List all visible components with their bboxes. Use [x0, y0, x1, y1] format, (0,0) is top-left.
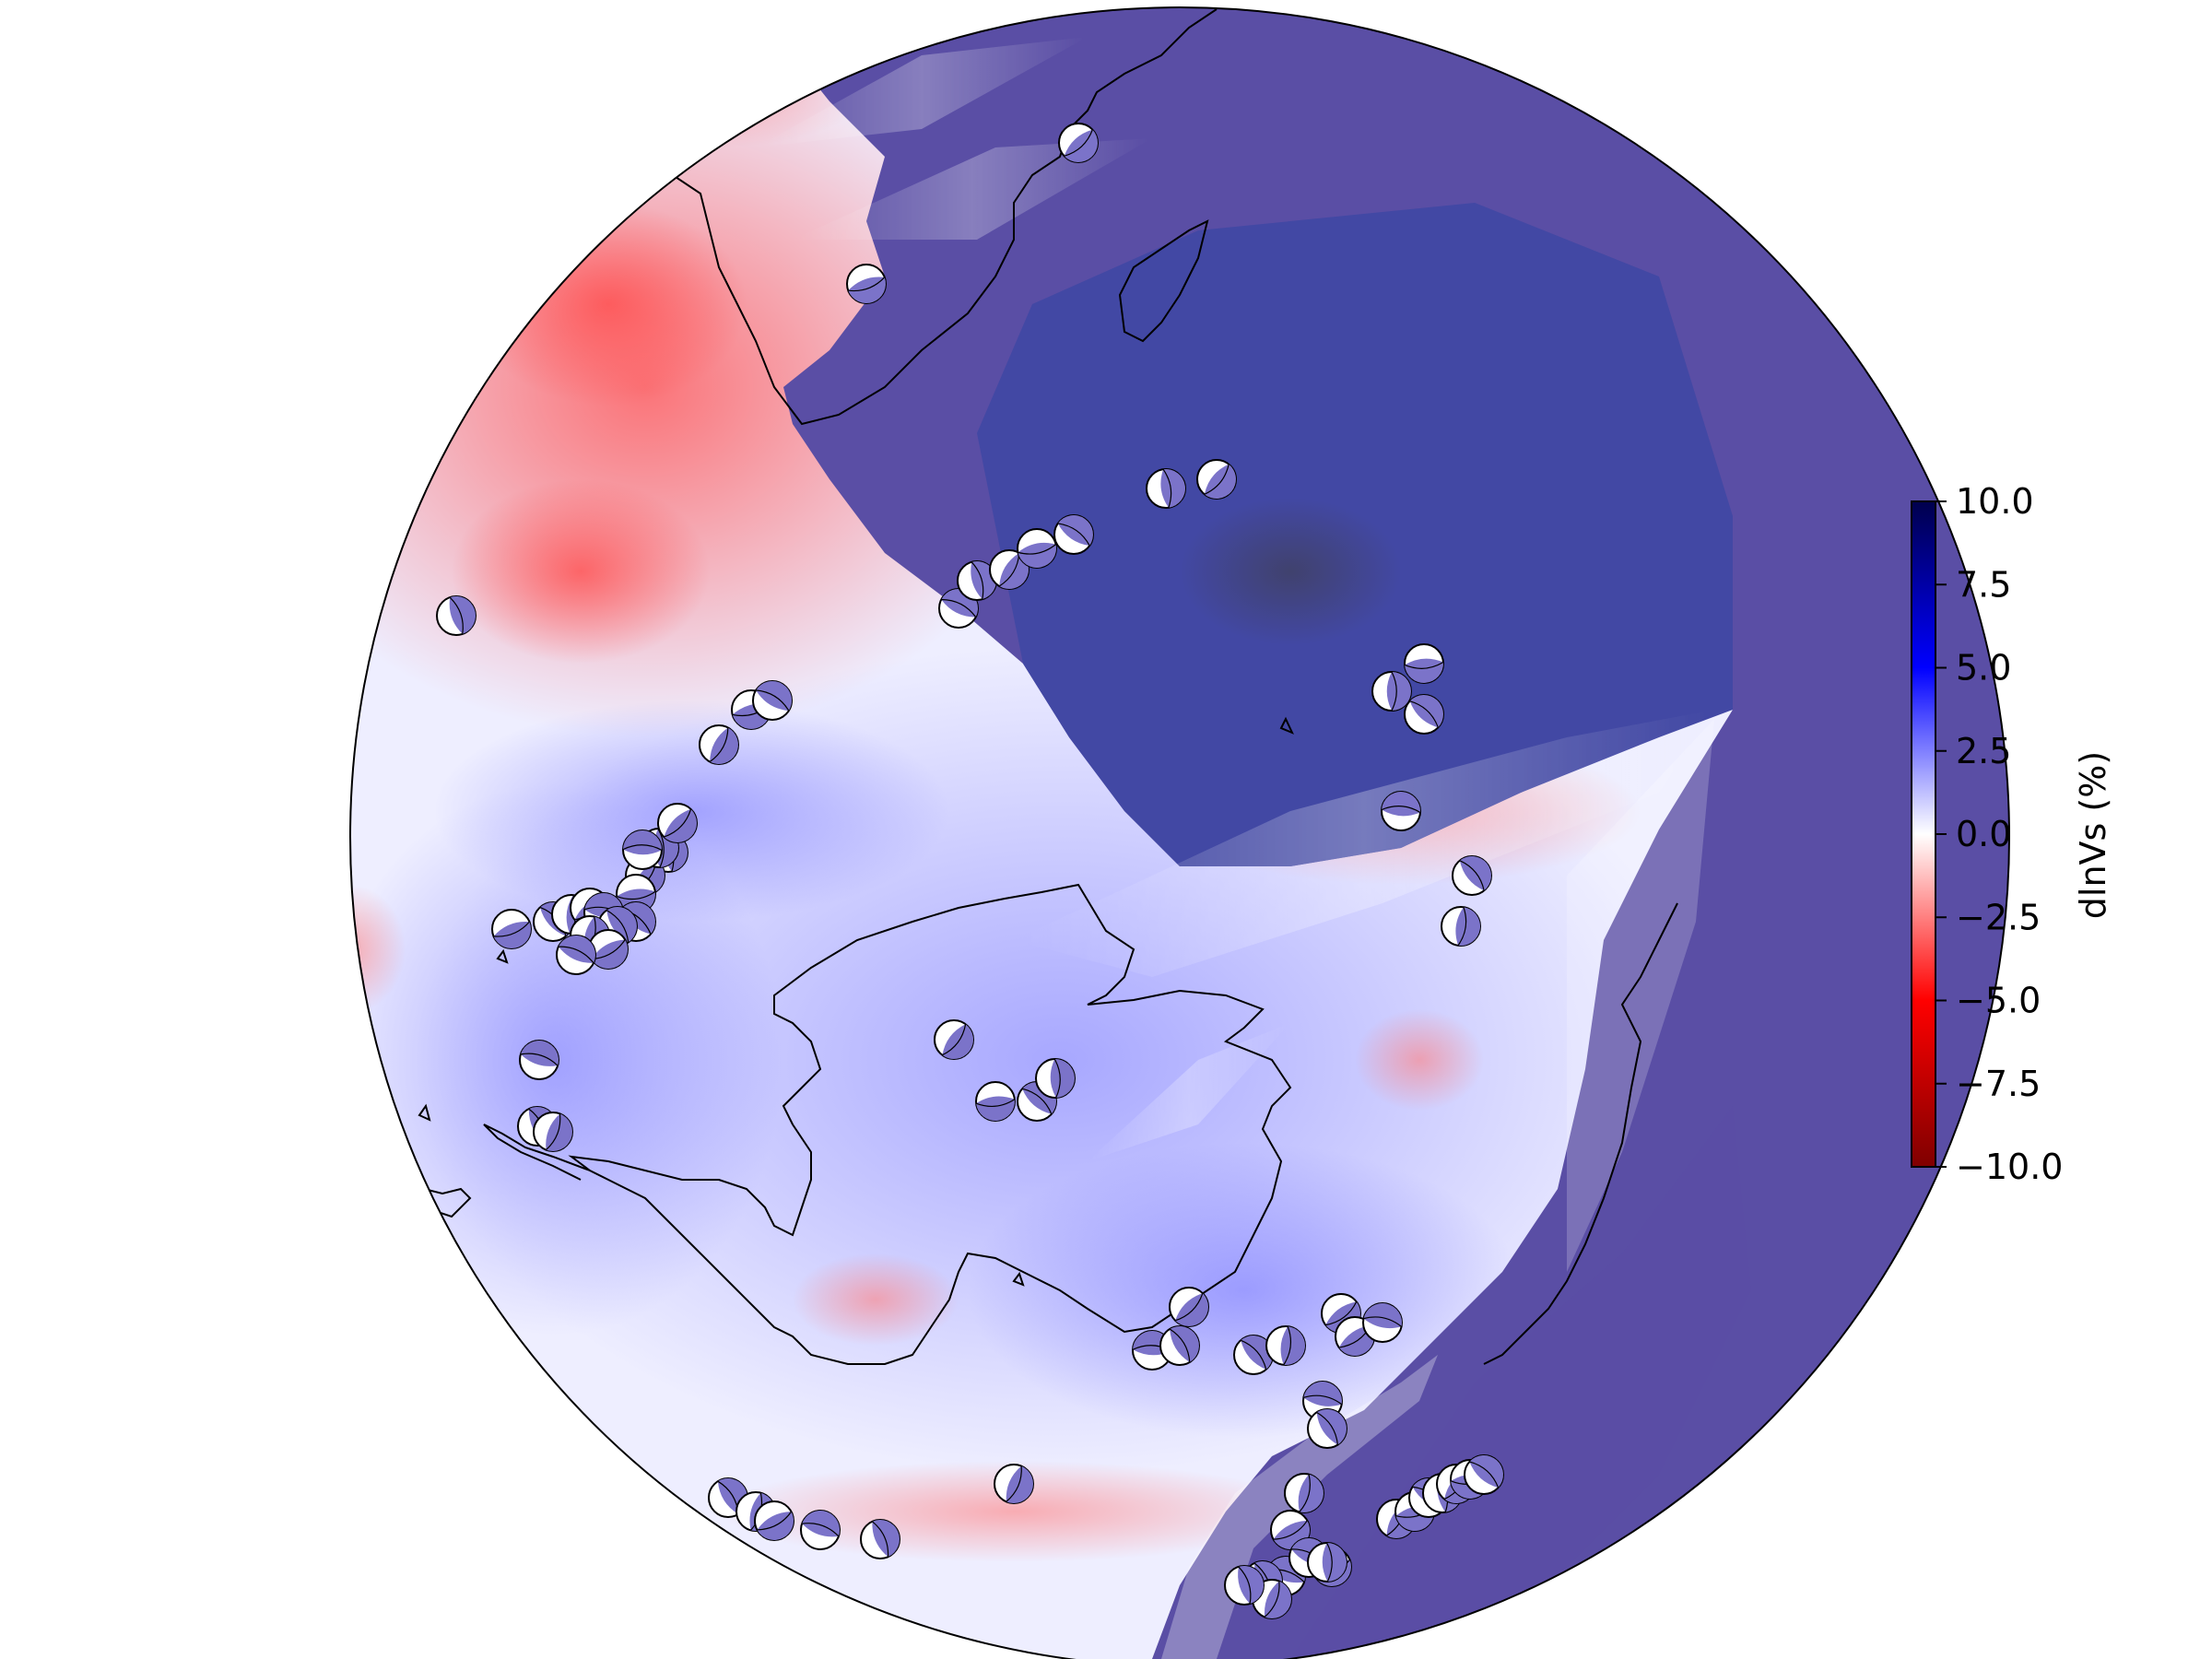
beachball-macquarie-cluster [1464, 1454, 1504, 1495]
colorbar-tick-label: −10.0 [1956, 1147, 2063, 1187]
beachball-scotia-arc [205, 435, 243, 474]
anomaly-red-region [793, 1253, 959, 1346]
beachball-pacific-antarctic-ridge [431, 1445, 472, 1486]
anomaly-red-region [470, 203, 747, 406]
beachball-mid-atlantic-ridge [1371, 671, 1412, 712]
africa-coastline [644, 8, 1218, 426]
colorbar-ticks: 10.0 7.5 5.0 2.5 0.0 −2.5 −5.0 −7.5 −10.0 [1936, 481, 2063, 1187]
beachball-scotia-arc [436, 595, 477, 636]
beachball-south-sandwich-cluster [622, 830, 663, 870]
beachball-scotia-arc [165, 477, 204, 515]
beachball-southwest-indian-ridge [1381, 791, 1421, 831]
beachball-southwest-indian-ridge [1441, 906, 1481, 947]
beachball-mid-atlantic-ridge [1053, 514, 1094, 555]
australia-coastline [1483, 902, 1678, 1365]
beachball-pacific-antarctic-ridge [606, 1482, 647, 1523]
beachball-mid-atlantic-ridge [846, 264, 887, 304]
beachball-scotia-arc [257, 372, 296, 411]
anomaly-red-region [350, 885, 406, 1014]
globe-outline [349, 6, 2010, 1659]
beachball-southeast-indian-ridge [934, 1019, 974, 1060]
beachball-scotia-arc [241, 383, 280, 422]
beachball-south-sandwich-cluster [588, 929, 629, 970]
beachball-mid-atlantic-ridge [1404, 694, 1444, 735]
beachball-south-sandwich-cluster [752, 680, 793, 721]
beachball-pacific-antarctic-ridge [754, 1500, 794, 1541]
beachball-pacific-antarctic-ridge [994, 1464, 1034, 1504]
colorbar: 10.0 7.5 5.0 2.5 0.0 −2.5 −5.0 −7.5 −10.0 dlnVs … [1911, 481, 2113, 1187]
beachball-southeast-indian-ridge [1035, 1058, 1076, 1099]
beachball-mid-atlantic-ridge [989, 549, 1030, 590]
colorbar-tick-label: −2.5 [1956, 897, 2041, 937]
colorbar-tick-label: 0.0 [1956, 814, 2011, 854]
beachball-scotia-arc [290, 338, 329, 377]
beachball-pacific-antarctic-ridge [477, 1500, 518, 1541]
beachball-pacific-antarctic-ridge [491, 1514, 532, 1555]
beachball-southwest-indian-ridge [1452, 855, 1492, 896]
colorbar-title: dlnVs (%) [2073, 751, 2113, 919]
beachball-chile-trench [124, 973, 162, 1012]
beachball-macquarie-cluster [1284, 1473, 1324, 1513]
beachball-pacific-antarctic-ridge [800, 1510, 841, 1550]
beachball-chile-trench [151, 1103, 190, 1142]
colorbar-tick-label: 2.5 [1956, 731, 2011, 771]
beachball-mid-atlantic-ridge [1058, 123, 1099, 163]
beachball-scotia-arc [371, 394, 412, 435]
beachball-chile-trench [119, 1013, 158, 1052]
beachball-macquarie-cluster [1224, 1565, 1265, 1606]
beachball-mid-atlantic-ridge [1404, 643, 1444, 684]
beachball-macquarie-cluster [1307, 1408, 1347, 1449]
beachball-scotia-arc [350, 302, 357, 343]
beachball-south-sandwich-cluster [657, 803, 698, 843]
beachball-pacific-antarctic-ridge [413, 1418, 453, 1458]
focal-mechanisms [117, 123, 1504, 1619]
coastline-islands [418, 716, 1294, 1287]
beachball-scotia-arc [271, 356, 310, 394]
masked-dark-spot [1180, 498, 1401, 645]
beachball-south-sandwich-cluster [556, 935, 596, 975]
beachball-chile-trench [117, 997, 156, 1036]
beachball-scotia-arc [225, 398, 264, 437]
colorbar-tick-label: −5.0 [1956, 981, 2041, 1021]
beachball-pacific-antarctic-ridge [468, 1482, 509, 1523]
beachball-scotia-arc [305, 322, 344, 360]
beachball-pacific-antarctic-ridge [860, 1519, 900, 1559]
beachball-southwest-indian-ridge [1362, 1302, 1403, 1343]
anomaly-red-region [452, 479, 710, 664]
anomaly-red-region [1355, 1009, 1484, 1111]
beachball-southwest-indian-ridge [1159, 1325, 1200, 1366]
colorbar-tick-label: −7.5 [1956, 1064, 2041, 1104]
beachball-south-sandwich-cluster [699, 724, 739, 765]
anomaly-red-region [350, 1198, 415, 1346]
antarctica-coastline [568, 883, 1292, 1365]
colorbar-gradient [1911, 500, 1936, 1168]
transition-streaks [756, 37, 1714, 1272]
colorbar-tick-label: 7.5 [1956, 564, 2011, 605]
colorbar-tick-label: 5.0 [1956, 648, 2011, 688]
colorbar-tick-label: 10.0 [1956, 481, 2034, 522]
beachball-scotia-arc [350, 272, 391, 312]
beachball-chile-trench [125, 1034, 164, 1073]
beachball-south-sandwich-cluster [519, 1040, 559, 1080]
beachball-southeast-indian-ridge [975, 1081, 1016, 1122]
beachball-southeast-indian-ridge [1265, 1325, 1306, 1366]
globe [117, 7, 2009, 1659]
beachball-mid-atlantic-ridge [1017, 528, 1057, 569]
beachball-south-sandwich-cluster [491, 909, 532, 949]
antarctic-peninsula [483, 1124, 591, 1181]
beachball-macquarie-cluster [1307, 1542, 1347, 1583]
madagascar-coastline [1118, 219, 1209, 343]
beachball-mid-atlantic-ridge [1146, 468, 1186, 509]
beachball-scotia-arc [350, 282, 382, 323]
beachball-scotia-arc [353, 327, 394, 368]
beachball-south-sandwich-cluster [533, 1112, 573, 1152]
beachball-southeast-indian-ridge [1169, 1287, 1209, 1327]
beachball-mid-atlantic-ridge [1196, 459, 1237, 500]
anomaly-blue-region [968, 1143, 1521, 1438]
